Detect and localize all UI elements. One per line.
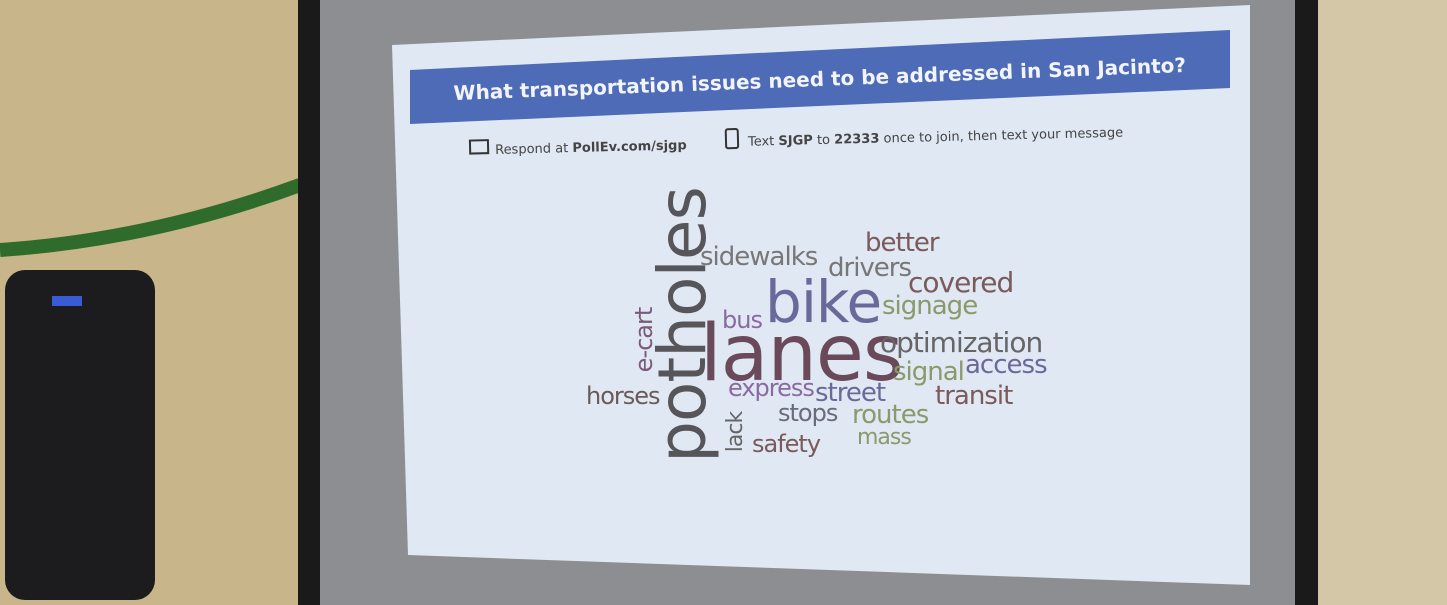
word: e-cart: [630, 307, 658, 372]
page: What transportation issues need to be ad…: [0, 0, 1447, 605]
word: horses: [586, 382, 660, 410]
text-a: Text: [747, 134, 775, 150]
word: transit: [935, 381, 1013, 411]
speaker: [5, 270, 155, 600]
word: express: [728, 374, 814, 402]
word: mass: [857, 425, 911, 450]
word: access: [965, 350, 1047, 380]
text-b: to: [817, 133, 830, 148]
text-number: 22333: [834, 132, 880, 148]
word: safety: [752, 430, 821, 458]
word: stops: [778, 399, 838, 427]
word: lack: [723, 411, 748, 453]
wall-right: [1315, 0, 1447, 605]
respond-text: Respond at: [495, 141, 568, 158]
respond-url: PollEv.com/sjgp: [572, 138, 687, 156]
speaker-light: [52, 296, 82, 306]
text-code: SJGP: [778, 133, 813, 149]
photo: What transportation issues need to be ad…: [0, 0, 1447, 605]
